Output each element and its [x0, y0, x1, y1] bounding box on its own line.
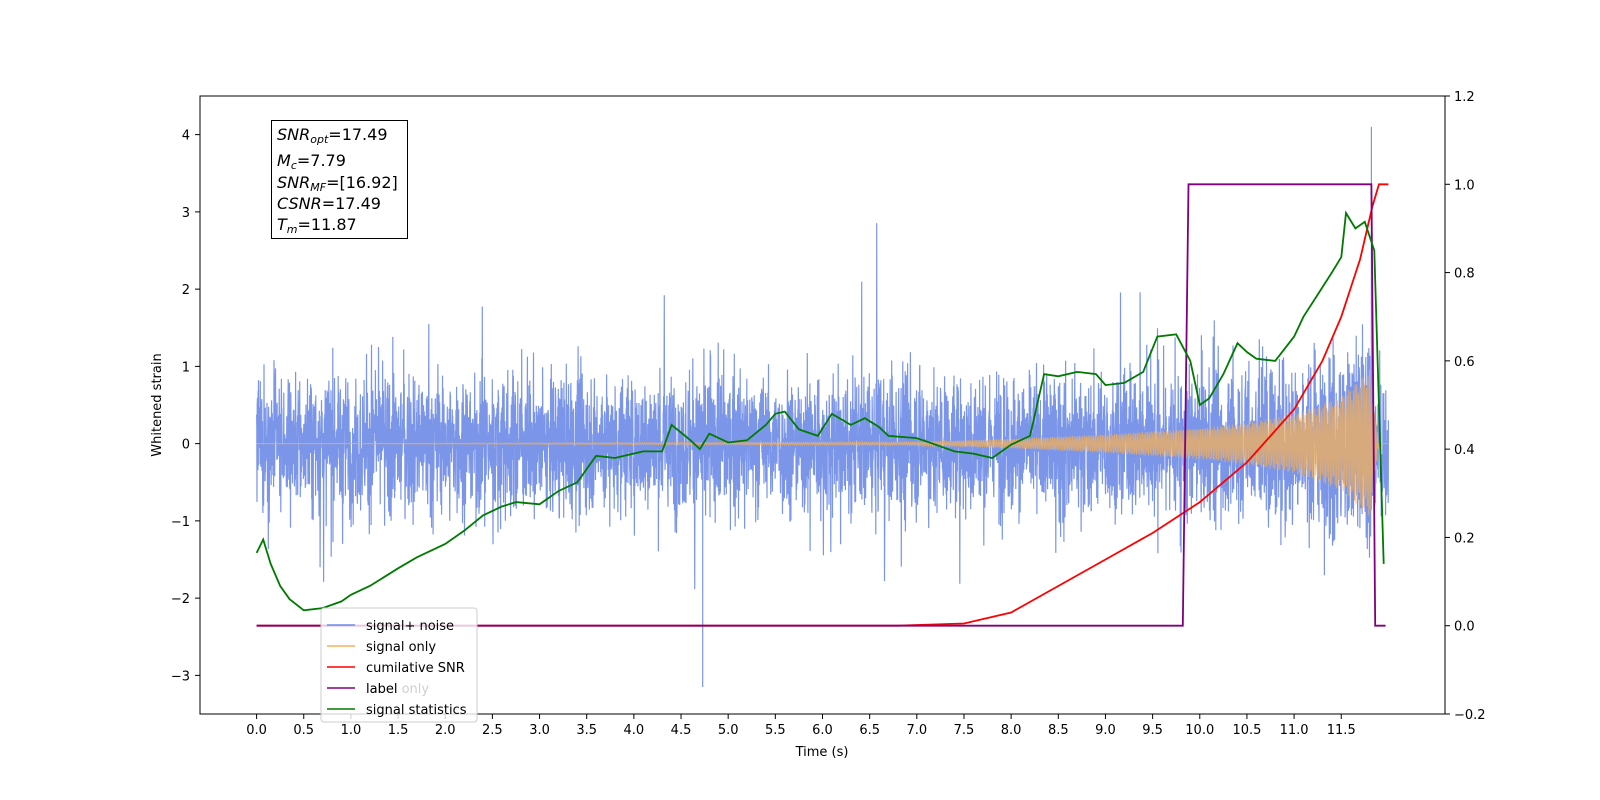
annotation-snr-mf: SNRMF=[16.92]	[277, 173, 398, 194]
x-tick-label: 4.0	[624, 723, 645, 738]
legend-label-signal-noise: signal+ noise	[366, 619, 454, 634]
series-cumulative-snr	[256, 183, 1389, 627]
x-tick-label: 5.5	[765, 723, 786, 738]
x-tick-label: 8.5	[1048, 723, 1069, 738]
plot-area	[255, 126, 1389, 687]
y2-tick-label: −0.2	[1454, 708, 1486, 723]
annotation-snr-mf-value: =[16.92]	[326, 173, 398, 192]
annotation-box	[271, 120, 408, 239]
y-axis-label: Whitened strain	[150, 353, 165, 456]
annotation-mc-value: =7.79	[296, 151, 346, 170]
y-tick-label: 4	[182, 129, 190, 144]
annotation-mc-sub: c	[290, 159, 297, 172]
annotation-csnr-symbol: CSNR	[277, 194, 322, 213]
series-signal-only	[256, 370, 1389, 516]
legend-ghost-label-only: label only	[366, 682, 429, 697]
annotation-mc: Mc=7.79	[277, 151, 346, 172]
x-tick-label: 9.0	[1095, 723, 1116, 738]
x-tick-label: 4.5	[671, 723, 692, 738]
y2-tick-label: 0.2	[1454, 531, 1475, 546]
x-tick-label: 2.0	[435, 723, 456, 738]
x-tick-label: 8.0	[1001, 723, 1022, 738]
x-tick-label: 11.0	[1280, 723, 1309, 738]
x-tick-label: 9.5	[1142, 723, 1163, 738]
legend-label-signal-only: signal only	[366, 640, 436, 655]
ticks: 0.0 0.5 1.0 1.5 2.0 2.5 3.0 3.5 4.0 4.5 5.0 5.5 6.0 6…	[171, 90, 1486, 738]
legend-frame	[320, 607, 478, 723]
annotation-snr-opt-value: =17.49	[328, 125, 388, 144]
x-tick-label: 1.5	[388, 723, 409, 738]
annotation-snr-mf-symbol: SNR	[277, 173, 311, 192]
annotation-snr-opt: SNRopt=17.49	[277, 125, 388, 146]
x-tick-label: 5.0	[718, 723, 739, 738]
annotation-snr-mf-sub: MF	[310, 181, 327, 194]
annotation-tm: Tm=11.87	[277, 215, 357, 236]
annotation-snr-opt-sub: opt	[310, 133, 329, 146]
y2-tick-label: 1.0	[1454, 178, 1475, 193]
x-tick-label: 10.0	[1185, 723, 1214, 738]
x-tick-label: 10.5	[1232, 723, 1261, 738]
legend-label-cumulative-snr: cumilative SNR	[366, 661, 465, 676]
annotation-tm-value: =11.87	[297, 215, 357, 234]
y-tick-label: 0	[182, 438, 190, 453]
y2-tick-label: 0.6	[1454, 355, 1475, 370]
annotation-csnr-value: =17.49	[321, 194, 381, 213]
series-label	[256, 183, 1386, 627]
legend-label-label: label	[366, 682, 397, 697]
x-tick-label: 7.0	[906, 723, 927, 738]
x-tick-label: 0.0	[246, 723, 267, 738]
x-tick-label: 11.5	[1327, 723, 1356, 738]
x-tick-label: 3.5	[576, 723, 597, 738]
y-tick-label: −2	[171, 592, 190, 607]
y-tick-label: 1	[182, 360, 190, 375]
y-tick-label: −1	[171, 515, 190, 530]
series-signal-statistics	[255, 210, 1385, 612]
x-tick-label: 2.5	[482, 723, 503, 738]
x-tick-label: 1.0	[341, 723, 362, 738]
annotation-tm-sub: m	[286, 223, 298, 236]
x-tick-label: 7.5	[954, 723, 975, 738]
legend: signal+ noise signal only cumilative SNR…	[320, 607, 478, 723]
annotation-tm-symbol: T	[277, 215, 287, 234]
y-tick-label: −3	[171, 669, 190, 684]
x-tick-label: 6.5	[859, 723, 880, 738]
y2-tick-label: 0.0	[1454, 620, 1475, 635]
legend-label-signal-statistics: signal statistics	[366, 703, 467, 718]
y2-tick-label: 0.8	[1454, 267, 1475, 282]
annotation-mc-symbol: M	[277, 151, 291, 170]
y2-tick-label: 1.2	[1454, 90, 1475, 105]
annotation-snr-opt-symbol: SNR	[277, 125, 311, 144]
y-tick-label: 3	[182, 206, 190, 221]
x-tick-label: 0.5	[293, 723, 314, 738]
y2-tick-label: 0.4	[1454, 443, 1475, 458]
x-axis-label: Time (s)	[795, 745, 849, 760]
y-tick-label: 2	[182, 283, 190, 298]
x-tick-label: 6.0	[812, 723, 833, 738]
annotation-csnr: CSNR=17.49	[277, 196, 381, 212]
x-tick-label: 3.0	[529, 723, 550, 738]
